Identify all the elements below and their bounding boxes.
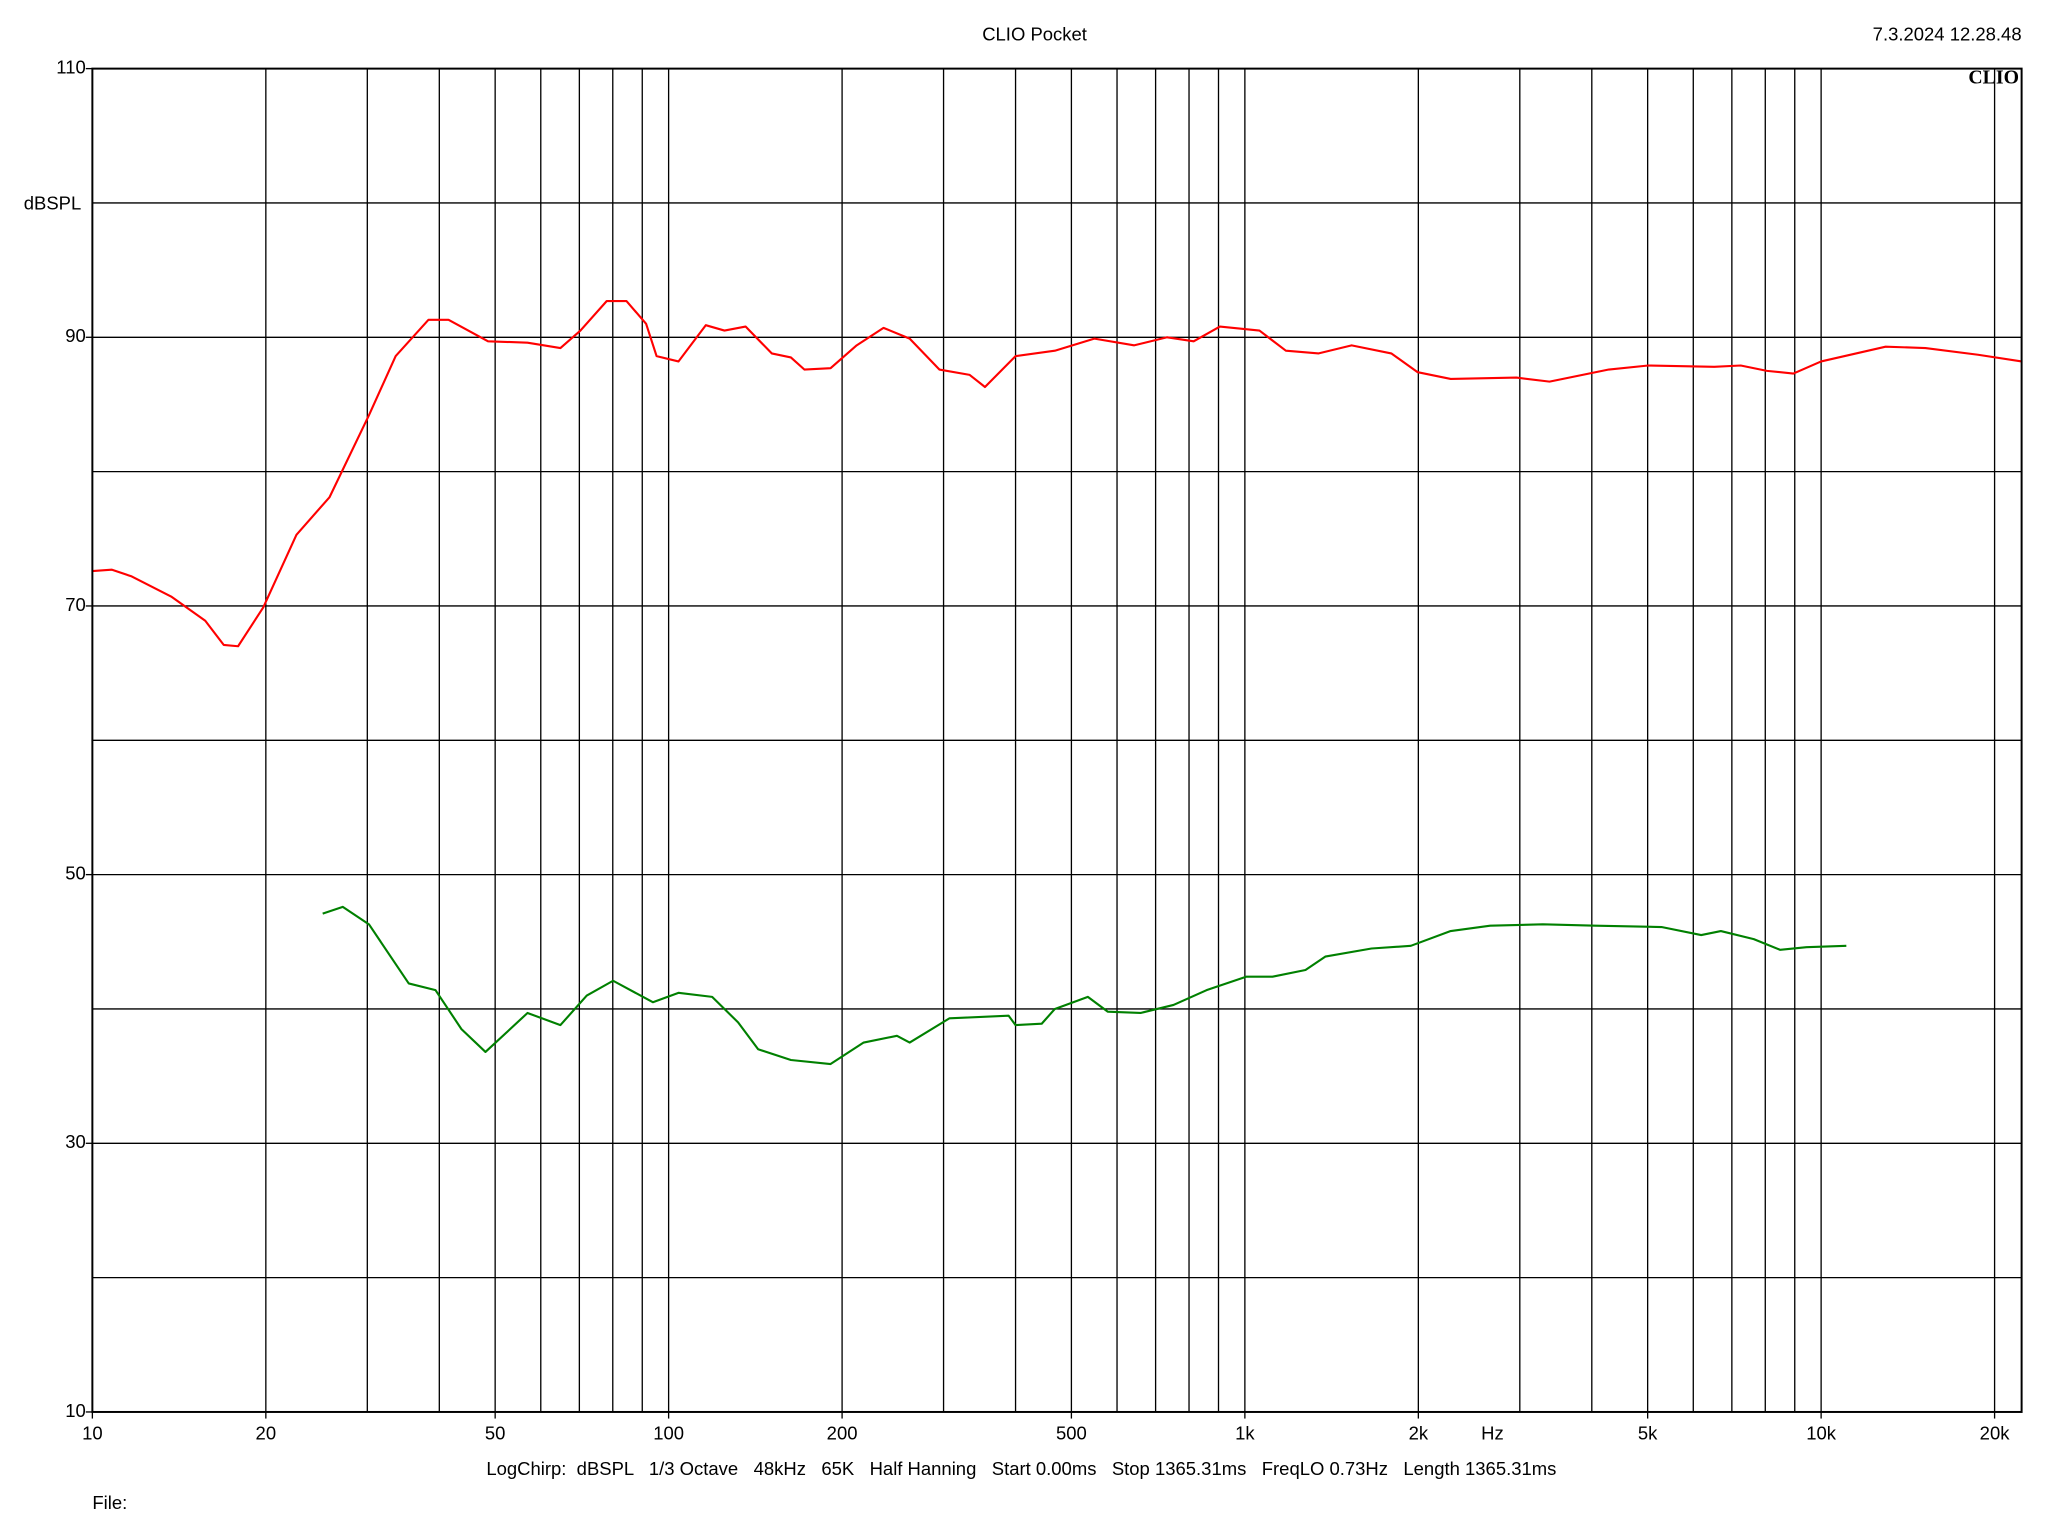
x-tick-label: 10k	[1806, 1422, 1837, 1443]
y-tick-label: 70	[65, 594, 86, 615]
plot-frame	[91, 67, 2023, 1413]
logo: CLIO	[1968, 67, 2019, 89]
series-layer	[92, 299, 2022, 1066]
y-tick-label: 90	[65, 325, 86, 346]
y-tick-label: 50	[65, 862, 86, 883]
x-tick-label: 100	[653, 1422, 684, 1443]
timestamp: 7.3.2024 12.28.48	[1873, 24, 2022, 45]
x-tick-label: 200	[827, 1422, 858, 1443]
x-tick-label: 2k	[1409, 1422, 1429, 1443]
response-curve	[322, 905, 1847, 1066]
file-label: File:	[92, 1492, 127, 1513]
x-tick-label: 20k	[1980, 1422, 2011, 1443]
grid-layer	[85, 67, 2022, 1419]
x-axis-label: Hz	[1481, 1422, 1504, 1443]
x-tick-label: 5k	[1638, 1422, 1658, 1443]
x-tick-label: 10	[82, 1422, 103, 1443]
y-tick-label: 30	[65, 1131, 86, 1152]
y-tick-label: 110	[56, 56, 85, 77]
chart-title: CLIO Pocket	[982, 24, 1087, 45]
y-tick-label: 10	[65, 1400, 86, 1421]
footer-info: LogChirp: dBSPL 1/3 Octave 48kHz 65K Hal…	[486, 1458, 1556, 1479]
x-tick-label: 1k	[1235, 1422, 1255, 1443]
response-curve	[92, 299, 2022, 648]
x-tick-label: 50	[485, 1422, 506, 1443]
x-tick-label: 500	[1056, 1422, 1087, 1443]
y-axis-label: dBSPL	[24, 192, 82, 213]
x-tick-label: 20	[256, 1422, 277, 1443]
